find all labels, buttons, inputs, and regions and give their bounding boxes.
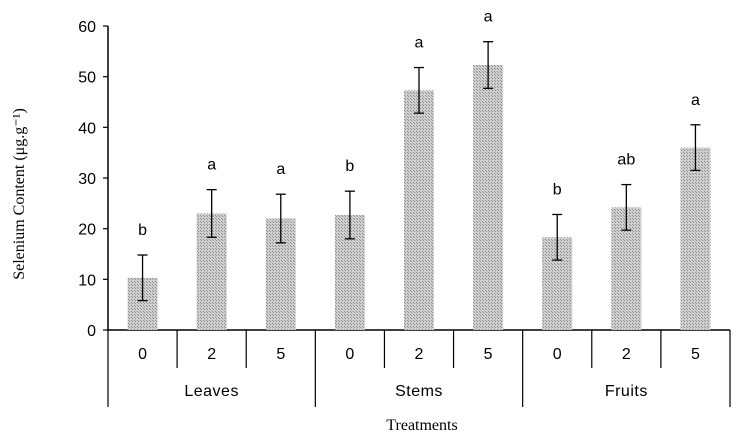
category-label: 0 xyxy=(345,346,354,363)
y-tick-label: 20 xyxy=(78,222,96,239)
error-bar xyxy=(275,193,286,244)
significance-label: a xyxy=(276,161,285,178)
significance-label: a xyxy=(691,92,700,109)
error-bar xyxy=(414,66,424,114)
group-label: Fruits xyxy=(605,383,648,400)
significance-label: ab xyxy=(617,152,635,169)
group-label: Leaves xyxy=(184,383,239,400)
group-labels-layer: Leaves Stems Fruits xyxy=(184,383,647,400)
category-label: 0 xyxy=(138,346,147,363)
error-bar xyxy=(690,124,701,172)
bar xyxy=(404,90,434,330)
category-label: 5 xyxy=(691,346,700,363)
y-tick-label: 10 xyxy=(78,272,96,289)
error-bars-layer xyxy=(137,41,701,302)
category-label: 5 xyxy=(276,346,285,363)
category-dividers-layer xyxy=(107,330,731,407)
significance-label: b xyxy=(553,181,562,198)
significance-label: a xyxy=(207,157,216,174)
error-bar xyxy=(552,213,563,261)
error-bar xyxy=(206,189,217,238)
category-label: 2 xyxy=(207,346,216,363)
bars-layer xyxy=(127,65,711,330)
category-label: 5 xyxy=(484,346,493,363)
y-axis-title: Selenium Content (μg.g⁻¹) xyxy=(11,108,28,280)
significance-label: b xyxy=(138,222,147,239)
x-axis-title: Treatments xyxy=(386,417,457,434)
bar xyxy=(680,147,711,330)
y-tick-label: 40 xyxy=(78,120,96,137)
y-tick-label: 60 xyxy=(78,19,96,36)
error-bar xyxy=(621,183,632,231)
significance-label: b xyxy=(345,158,354,175)
group-label: Stems xyxy=(395,383,443,400)
error-bar xyxy=(344,190,355,240)
significance-label: a xyxy=(484,9,493,26)
error-bar xyxy=(137,254,148,302)
y-tick-label: 50 xyxy=(78,70,96,87)
y-tick-label: 30 xyxy=(78,171,96,188)
y-tick-label: 0 xyxy=(87,323,96,340)
category-label: 2 xyxy=(415,346,424,363)
y-axis-ticks: 0 10 20 30 40 50 60 xyxy=(78,19,108,340)
significance-label: a xyxy=(415,35,424,52)
category-label: 0 xyxy=(553,346,562,363)
error-bar xyxy=(483,41,494,89)
bar xyxy=(473,65,504,330)
category-label: 2 xyxy=(622,346,631,363)
category-labels-layer: 0 2 5 0 2 5 0 2 5 xyxy=(138,346,700,363)
